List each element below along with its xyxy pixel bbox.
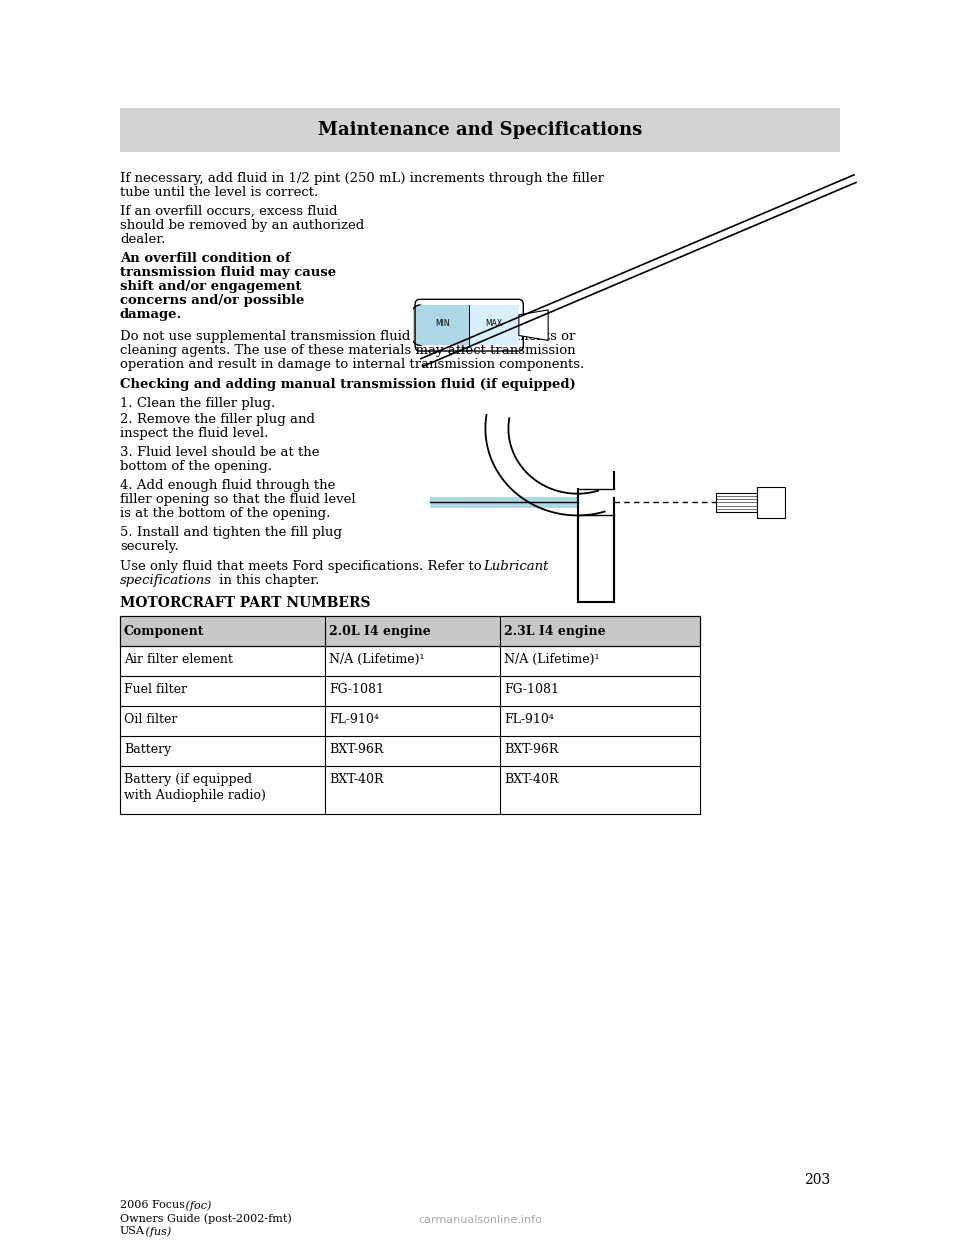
Text: MAX: MAX [486, 319, 503, 328]
Text: Oil filter: Oil filter [124, 713, 178, 727]
Text: filler opening so that the fluid level: filler opening so that the fluid level [120, 493, 355, 505]
Text: securely.: securely. [120, 540, 179, 553]
Text: If an overfill occurs, excess fluid: If an overfill occurs, excess fluid [120, 205, 338, 219]
Text: with Audiophile radio): with Audiophile radio) [124, 789, 266, 802]
Bar [120, 616, 700, 646]
Text: concerns and/or possible: concerns and/or possible [120, 294, 304, 307]
Text: is at the bottom of the opening.: is at the bottom of the opening. [120, 507, 330, 520]
Text: 2.3L I4 engine: 2.3L I4 engine [504, 625, 606, 637]
Text: An overfill condition of: An overfill condition of [120, 252, 291, 265]
Text: BXT-40R: BXT-40R [329, 773, 383, 786]
Text: BXT-96R: BXT-96R [329, 743, 383, 756]
Text: (fus): (fus) [142, 1226, 171, 1237]
Bar [469, 306, 518, 345]
Text: Fuel filter: Fuel filter [124, 683, 187, 696]
Text: carmanualsonline.info: carmanualsonline.info [418, 1215, 542, 1225]
Text: transmission fluid may cause: transmission fluid may cause [120, 266, 336, 279]
Text: BXT-96R: BXT-96R [504, 743, 559, 756]
Text: Component: Component [124, 625, 204, 637]
Text: shift and/or engagement: shift and/or engagement [120, 279, 301, 293]
Text: 3. Fluid level should be at the: 3. Fluid level should be at the [120, 446, 320, 460]
Text: Use only fluid that meets Ford specifications. Refer to: Use only fluid that meets Ford specifica… [120, 560, 486, 573]
Text: USA: USA [120, 1226, 145, 1236]
Text: inspect the fluid level.: inspect the fluid level. [120, 427, 269, 440]
Text: Battery (if equipped: Battery (if equipped [124, 773, 252, 786]
Bar [430, 497, 578, 508]
Text: 5. Install and tighten the fill plug: 5. Install and tighten the fill plug [120, 527, 342, 539]
Text: (foc): (foc) [182, 1200, 211, 1211]
Text: FG-1081: FG-1081 [329, 683, 384, 696]
Text: damage.: damage. [120, 308, 182, 320]
Text: BXT-40R: BXT-40R [504, 773, 559, 786]
Text: FL-910⁴: FL-910⁴ [504, 713, 554, 727]
Text: If necessary, add fluid in 1/2 pint (250 mL) increments through the filler: If necessary, add fluid in 1/2 pint (250… [120, 171, 604, 185]
Text: Do not use supplemental transmission fluid additives, treatments or: Do not use supplemental transmission flu… [120, 330, 575, 343]
Text: 2. Remove the filler plug and: 2. Remove the filler plug and [120, 414, 315, 426]
Text: FG-1081: FG-1081 [504, 683, 559, 696]
Text: specifications: specifications [120, 574, 212, 587]
Text: cleaning agents. The use of these materials may affect transmission: cleaning agents. The use of these materi… [120, 344, 576, 356]
Text: 2.0L I4 engine: 2.0L I4 engine [329, 625, 431, 637]
Text: 1. Clean the filler plug.: 1. Clean the filler plug. [120, 397, 276, 410]
Bar [757, 487, 785, 518]
Text: Battery: Battery [124, 743, 171, 756]
Text: N/A (Lifetime)¹: N/A (Lifetime)¹ [329, 653, 424, 666]
Bar [716, 493, 757, 512]
Text: Maintenance and Specifications: Maintenance and Specifications [318, 120, 642, 139]
Text: 4. Add enough fluid through the: 4. Add enough fluid through the [120, 479, 335, 492]
Text: MOTORCRAFT PART NUMBERS: MOTORCRAFT PART NUMBERS [120, 596, 371, 610]
Text: N/A (Lifetime)¹: N/A (Lifetime)¹ [504, 653, 599, 666]
Text: tube until the level is correct.: tube until the level is correct. [120, 186, 319, 199]
Text: Lubricant: Lubricant [483, 560, 548, 573]
Text: should be removed by an authorized: should be removed by an authorized [120, 219, 364, 232]
FancyBboxPatch shape [420, 306, 469, 345]
Text: Owners Guide (post-2002-fmt): Owners Guide (post-2002-fmt) [120, 1213, 292, 1223]
Text: dealer.: dealer. [120, 233, 165, 246]
Polygon shape [518, 310, 548, 340]
Text: 203: 203 [804, 1172, 830, 1187]
Bar [120, 108, 840, 152]
Text: in this chapter.: in this chapter. [215, 574, 320, 587]
Text: operation and result in damage to internal transmission components.: operation and result in damage to intern… [120, 358, 585, 371]
Ellipse shape [408, 306, 431, 345]
Text: 2006 Focus: 2006 Focus [120, 1200, 185, 1210]
Text: Air filter element: Air filter element [124, 653, 233, 666]
Text: FL-910⁴: FL-910⁴ [329, 713, 379, 727]
Text: bottom of the opening.: bottom of the opening. [120, 460, 272, 473]
Text: MIN: MIN [435, 319, 449, 328]
Text: Checking and adding manual transmission fluid (if equipped): Checking and adding manual transmission … [120, 378, 576, 391]
